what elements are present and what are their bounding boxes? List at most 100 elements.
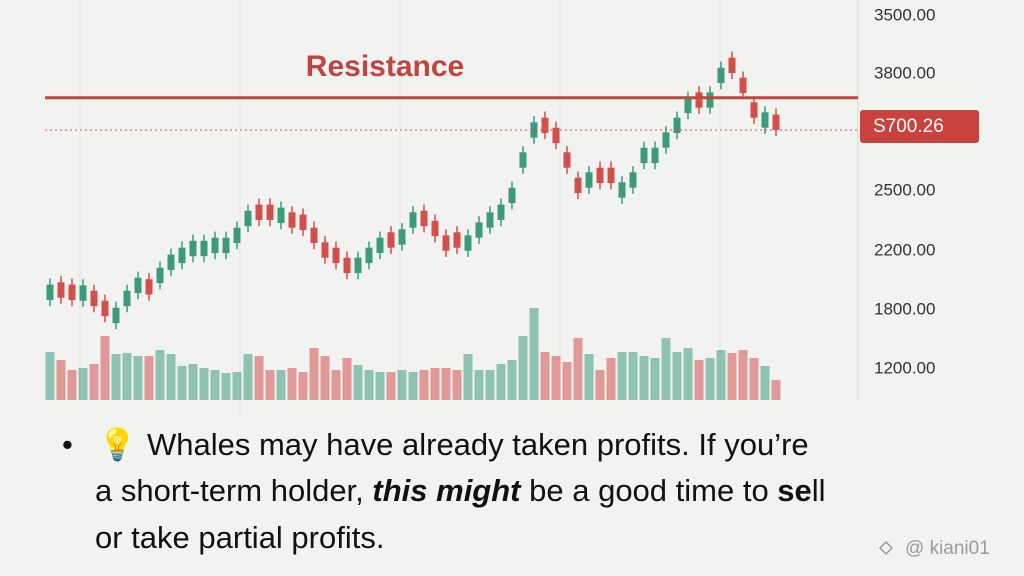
candle-body <box>640 147 648 164</box>
text-segment: this might <box>372 473 522 508</box>
candle-body <box>453 232 461 248</box>
candle-body <box>574 177 582 194</box>
candle-body <box>354 257 362 274</box>
body-text: • 💡 Whales may have already taken profits.… <box>62 426 826 555</box>
grid <box>79 0 859 415</box>
candle-body <box>288 212 296 228</box>
candle-body <box>255 204 263 220</box>
candle-body <box>189 240 197 257</box>
volume-bar <box>199 368 209 400</box>
candle-body <box>651 147 659 164</box>
volume-bar <box>265 370 275 400</box>
y-tick-label: 3800.00 <box>874 63 935 82</box>
y-tick-label: 1200.00 <box>874 358 935 377</box>
candle-body <box>211 237 219 254</box>
volume-bar <box>298 372 308 400</box>
candle-body <box>629 172 637 188</box>
candle-body <box>376 237 384 254</box>
candle-body <box>90 290 98 307</box>
volume-bar <box>320 356 330 400</box>
volume-bar <box>100 336 110 400</box>
volume-bar <box>529 308 539 400</box>
candle-body <box>79 285 87 301</box>
volume-bar <box>441 368 451 400</box>
volume-bar <box>738 350 748 400</box>
candle-body <box>57 282 65 298</box>
text-segment: Whales may have already taken profits. I… <box>147 427 809 462</box>
candle-body <box>112 307 120 324</box>
candle-body <box>244 210 252 227</box>
candle-body <box>552 127 560 144</box>
volume-bar <box>683 348 693 400</box>
volume-bar <box>518 336 528 400</box>
candle-body <box>717 67 725 84</box>
watermark-icon <box>878 540 894 556</box>
volume-bar <box>144 356 154 400</box>
volume-bar <box>254 356 264 400</box>
volume-bar <box>177 366 187 400</box>
volume-bar <box>166 354 176 400</box>
candle-body <box>739 77 747 94</box>
volume-bar <box>89 364 99 400</box>
candle-body <box>475 222 483 238</box>
candle-body <box>145 279 153 295</box>
candle-body <box>464 235 472 251</box>
candle-body <box>332 247 340 264</box>
candle-body <box>761 112 769 128</box>
volume-bar <box>463 354 473 400</box>
volume-bar <box>408 372 418 400</box>
volume-bar <box>749 358 759 400</box>
volume-bar <box>661 338 671 400</box>
volume-bar <box>694 360 704 400</box>
text-segment: be a good time to <box>521 473 778 508</box>
candle-body <box>508 187 516 204</box>
bullet: • <box>62 427 73 462</box>
watermark: @ kiani01 <box>905 538 990 559</box>
icon: 💡 <box>98 426 137 462</box>
volume-bar <box>562 362 572 400</box>
candle-body <box>684 97 692 114</box>
candle-body <box>365 247 373 264</box>
volume-bar <box>584 354 594 400</box>
candle-body <box>101 300 109 317</box>
volume-bar <box>485 370 495 400</box>
candle-body <box>409 212 417 228</box>
volume-bar <box>705 358 715 400</box>
volume-bar <box>133 356 143 400</box>
volume-bar <box>617 352 627 400</box>
candle-body <box>398 229 406 245</box>
candle-body <box>486 212 494 228</box>
volume-bar <box>628 352 638 400</box>
text-line: or take partial profits. <box>95 520 384 555</box>
volume-bar <box>672 352 682 400</box>
volume-bar <box>375 372 385 400</box>
text-segment: a short-term holder, <box>95 473 372 508</box>
y-tick-label: 1800.00 <box>874 299 935 318</box>
volume-bar <box>287 368 297 400</box>
volume-bar <box>111 354 121 400</box>
candle-body <box>706 92 714 108</box>
volume-bar <box>386 372 396 400</box>
volume-bar <box>67 370 77 400</box>
volume-bar <box>551 356 561 400</box>
candle-body <box>200 240 208 257</box>
volume-bar <box>342 358 352 400</box>
candle-body <box>541 117 549 134</box>
candle-body <box>387 232 395 248</box>
candle-body <box>233 227 241 244</box>
resistance-label: Resistance <box>306 50 464 83</box>
volume-bar <box>397 370 407 400</box>
candle-body <box>156 267 164 284</box>
volume-bar <box>595 370 605 400</box>
candle-body <box>431 220 439 237</box>
candle-body <box>277 207 285 224</box>
volume-bar <box>496 364 506 400</box>
text-segment: se <box>777 473 811 508</box>
candle-body <box>585 172 593 188</box>
volume-bar <box>210 370 220 400</box>
candle-body <box>321 242 329 258</box>
candle-body <box>222 237 230 254</box>
volume-bar <box>243 354 253 400</box>
